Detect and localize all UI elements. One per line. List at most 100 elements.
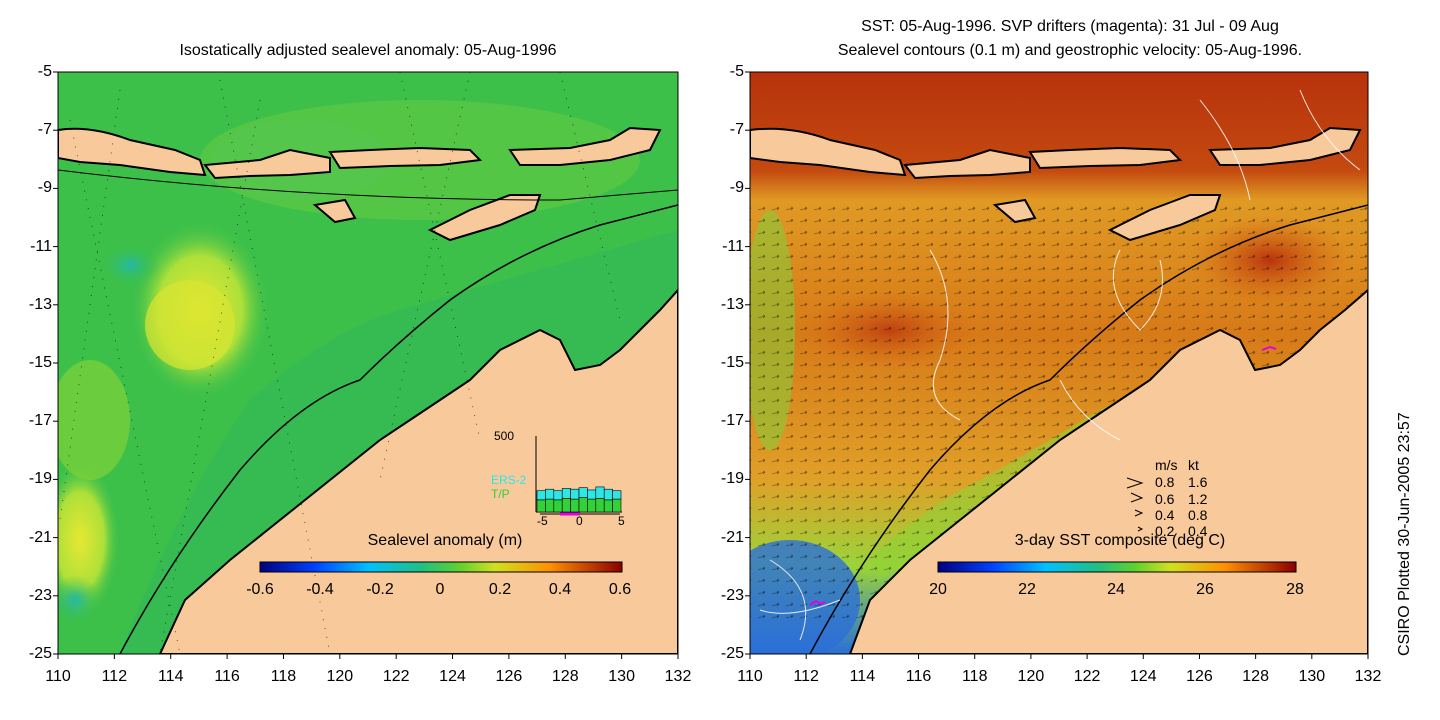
velocity-legend-kt: 1.6 bbox=[1188, 474, 1208, 490]
anomaly-tick: 0.6 bbox=[608, 581, 632, 598]
left-y-tick-label: -25 bbox=[28, 645, 52, 662]
velocity-legend-ms: 0.6 bbox=[1155, 491, 1175, 507]
anomaly-colorbar bbox=[259, 561, 623, 573]
left-x-tick-label: 124 bbox=[439, 668, 466, 685]
sst-tick: 26 bbox=[1196, 581, 1214, 598]
inset-xtick: 5 bbox=[618, 514, 625, 528]
right-panel-title-line2: Sealevel contours (0.1 m) and geostrophi… bbox=[837, 42, 1303, 59]
left-x-tick-label: 112 bbox=[101, 668, 128, 685]
inset-bar-tp bbox=[545, 498, 555, 513]
right-y-tick-label: -15 bbox=[720, 354, 744, 371]
inset-bar-tp bbox=[612, 498, 622, 513]
right-y-tick-label: -25 bbox=[720, 645, 744, 662]
right-y-tick-label: -13 bbox=[720, 295, 744, 313]
anomaly-tick: 0.4 bbox=[548, 581, 572, 598]
inset-series-ers2: ERS-2 bbox=[491, 473, 527, 487]
right-x-tick-label: 110 bbox=[737, 668, 763, 685]
right-x-tick-label: 122 bbox=[1073, 668, 1101, 685]
right-y-tick-label: -19 bbox=[720, 470, 744, 488]
right-y-tick-label: -9 bbox=[729, 179, 744, 197]
right-x-tick-label: 118 bbox=[961, 668, 988, 685]
inset-bar-tp bbox=[578, 497, 588, 513]
svp-drifter-track bbox=[809, 599, 826, 606]
anomaly-tick: 0 bbox=[435, 581, 445, 598]
left-x-tick-label: 120 bbox=[326, 668, 354, 685]
left-x-tick-label: 110 bbox=[45, 668, 71, 685]
sst-colorbar-title: 3-day SST composite (deg C) bbox=[1014, 532, 1226, 549]
right-x-tick-label: 116 bbox=[905, 668, 932, 685]
inset-xtick: 0 bbox=[576, 514, 583, 528]
left-x-tick-label: 130 bbox=[608, 668, 635, 685]
left-x-tick-label: 122 bbox=[382, 668, 410, 685]
inset-bar-tp bbox=[570, 498, 580, 513]
right-x-tick-label: 130 bbox=[1298, 668, 1326, 685]
velocity-legend-kt: 0.4 bbox=[1188, 523, 1208, 539]
anomaly-tick: 0.2 bbox=[488, 581, 512, 598]
right-x-tick-label: 128 bbox=[1242, 668, 1269, 685]
left-y-tick-label: -17 bbox=[28, 412, 52, 430]
sst-tick: 24 bbox=[1107, 581, 1125, 598]
right-x-tick-label: 120 bbox=[1017, 668, 1045, 685]
inset-bar-tp bbox=[561, 498, 571, 513]
velocity-legend-arrows bbox=[1126, 477, 1144, 532]
legend-arrow-0.6 bbox=[1130, 492, 1144, 503]
right-x-tick-label: 132 bbox=[1354, 668, 1382, 685]
left-map bbox=[58, 72, 678, 654]
right-y-tick-label: -7 bbox=[729, 121, 744, 139]
inset-bar-tp bbox=[553, 499, 563, 513]
timor-island bbox=[427, 194, 542, 242]
velocity-legend-ms: 0.8 bbox=[1155, 474, 1175, 490]
inset-bar-tp bbox=[587, 498, 597, 513]
left-y-tick-label: -19 bbox=[28, 470, 52, 488]
right-panel-title-line1: SST: 05-Aug-1996. SVP drifters (magenta)… bbox=[861, 18, 1279, 35]
sst-colorbar bbox=[937, 561, 1297, 573]
inset-ymax-label: 500 bbox=[494, 429, 515, 443]
right-y-tick-label: -21 bbox=[720, 528, 744, 546]
sealevel-contours bbox=[759, 89, 1361, 641]
legend-arrow-0.8 bbox=[1126, 477, 1144, 489]
anomaly-tick: -0.4 bbox=[306, 581, 334, 598]
sst-tick: 20 bbox=[929, 581, 947, 598]
inset-bar-ers2 bbox=[536, 490, 546, 501]
right-x-tick-label: 114 bbox=[849, 668, 876, 685]
inset-bar-ers2 bbox=[578, 487, 588, 498]
left-y-tick-label: -13 bbox=[28, 295, 52, 313]
sst-tick: 28 bbox=[1286, 581, 1304, 598]
inset-bar-ers2 bbox=[612, 490, 622, 500]
left-x-tick-label: 132 bbox=[664, 668, 692, 685]
velocity-legend-ms: 0.2 bbox=[1155, 523, 1175, 539]
left-x-tick-label: 118 bbox=[270, 668, 297, 685]
inset-xtick: -5 bbox=[537, 514, 548, 528]
inset-bar-ers2 bbox=[587, 489, 597, 500]
velocity-legend-kt: 1.2 bbox=[1188, 491, 1208, 507]
sumba-island bbox=[312, 198, 357, 224]
left-y-tick-label: -5 bbox=[37, 63, 52, 80]
svp-drifter-track-2 bbox=[1261, 345, 1277, 351]
left-x-tick-label: 126 bbox=[495, 668, 523, 685]
right-x-tick-label: 112 bbox=[793, 668, 819, 685]
anomaly-colorbar-title: Sealevel anomaly (m) bbox=[367, 532, 523, 549]
inset-bar-tp bbox=[603, 499, 613, 513]
right-x-tick-label: 126 bbox=[1186, 668, 1213, 685]
velocity-legend-header-ms: m/s bbox=[1155, 457, 1178, 473]
inset-bar-ers2 bbox=[570, 488, 580, 500]
plot-timestamp: CSIRO Plotted 30-Jun-2005 23:57 bbox=[1396, 412, 1413, 656]
java-island bbox=[58, 127, 207, 177]
left-x-tick-label: 116 bbox=[214, 668, 240, 685]
velocity-legend-ms: 0.4 bbox=[1155, 507, 1175, 523]
inset-bar-ers2 bbox=[553, 490, 563, 501]
inset-bar-ers2 bbox=[603, 488, 613, 501]
right-y-tick-label: -11 bbox=[722, 237, 744, 255]
inset-bar-ers2 bbox=[545, 488, 555, 500]
left-y-tick-label: -15 bbox=[28, 354, 52, 371]
inset-histogram bbox=[535, 436, 622, 516]
left-y-tick-label: -23 bbox=[28, 586, 52, 604]
left-panel-title: Isostatically adjusted sealevel anomaly:… bbox=[179, 42, 557, 59]
inset-series-tp: T/P bbox=[491, 487, 510, 501]
velocity-legend-header-kt: kt bbox=[1188, 457, 1199, 473]
inset-bar-tp bbox=[536, 499, 546, 513]
left-y-tick-label: -9 bbox=[37, 179, 52, 197]
inset-bar-ers2 bbox=[561, 488, 571, 499]
right-y-tick-label: -5 bbox=[729, 63, 744, 80]
